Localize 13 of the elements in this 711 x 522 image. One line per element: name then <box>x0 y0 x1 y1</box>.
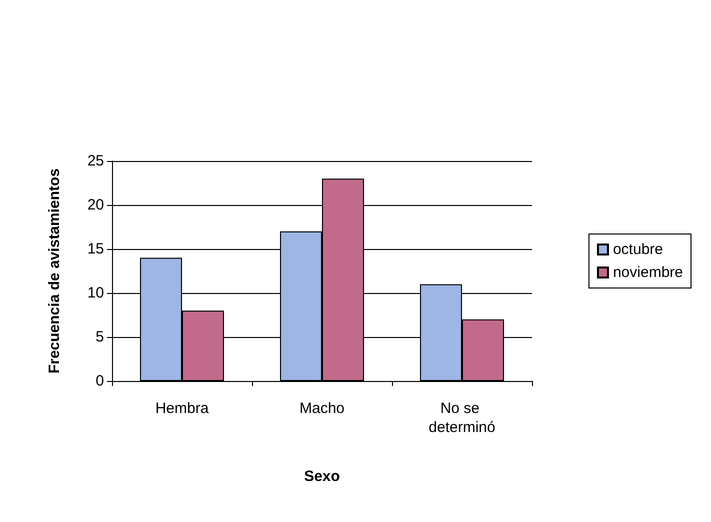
x-tick-label: No se determinó <box>428 400 496 436</box>
y-tick-label: 25 <box>87 152 104 170</box>
y-tick-label: 5 <box>96 328 104 346</box>
y-tick-label: 20 <box>87 196 104 214</box>
x-tick-label: Hembra <box>155 400 210 417</box>
y-tick-label: 0 <box>96 372 104 390</box>
y-tick-label: 15 <box>87 240 104 258</box>
legend-label: octubre <box>612 241 664 258</box>
x-axis-title: Sexo <box>304 468 340 485</box>
y-axis-title: Frecuencia de avistamientos <box>46 168 63 374</box>
y-tick-label: 10 <box>87 284 104 302</box>
x-tick-label: Macho <box>299 400 345 417</box>
legend-label: noviembre <box>612 264 684 281</box>
